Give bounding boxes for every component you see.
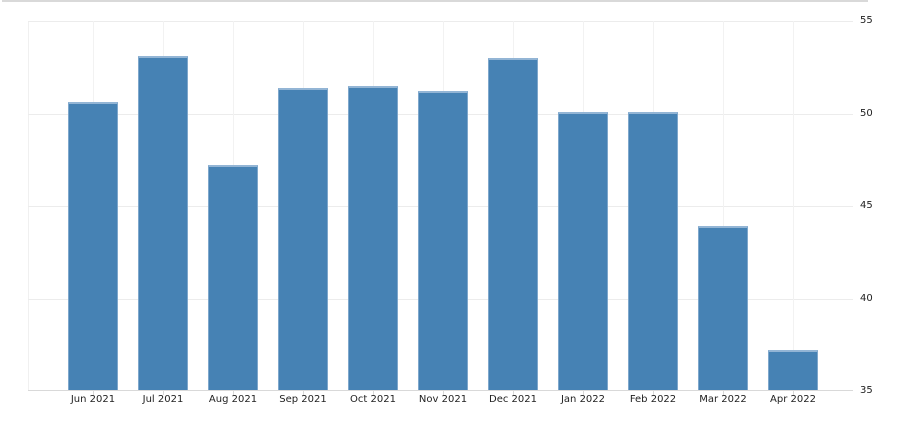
x-axis-label-nov-2021: Nov 2021 bbox=[418, 394, 468, 405]
plot-area bbox=[28, 21, 853, 391]
y-axis-label-35: 35 bbox=[860, 385, 873, 396]
x-axis-tick-jan-2022 bbox=[583, 391, 584, 395]
y-axis-label-40: 40 bbox=[860, 292, 873, 304]
bar-aug-2021[interactable] bbox=[208, 165, 258, 391]
x-axis-line bbox=[28, 390, 853, 391]
x-axis-label-jan-2022: Jan 2022 bbox=[560, 394, 606, 405]
x-axis-label-jun-2021: Jun 2021 bbox=[70, 394, 116, 405]
x-axis-label-sep-2021: Sep 2021 bbox=[279, 394, 327, 405]
bar-nov-2021[interactable] bbox=[418, 91, 468, 391]
bar-jan-2022[interactable] bbox=[558, 112, 608, 391]
top-border bbox=[2, 0, 868, 2]
bar-mar-2022[interactable] bbox=[698, 226, 748, 391]
bar-dec-2021[interactable] bbox=[488, 58, 538, 391]
x-axis-tick-mar-2022 bbox=[723, 391, 724, 395]
y-axis-label-55: 55 bbox=[860, 15, 873, 26]
bar-jul-2021[interactable] bbox=[138, 56, 188, 391]
x-axis-label-aug-2021: Aug 2021 bbox=[208, 394, 258, 405]
v-gridline-mar-2022 bbox=[723, 21, 724, 391]
x-axis-tick-feb-2022 bbox=[653, 391, 654, 395]
x-axis-label-jul-2021: Jul 2021 bbox=[142, 394, 184, 405]
x-axis-tick-dec-2021 bbox=[513, 391, 514, 395]
bar-sep-2021[interactable] bbox=[278, 88, 328, 391]
x-axis-label-mar-2022: Mar 2022 bbox=[699, 394, 747, 405]
v-gridline-apr-2022 bbox=[793, 21, 794, 391]
x-axis-tick-apr-2022 bbox=[793, 391, 794, 395]
bar-jun-2021[interactable] bbox=[68, 102, 118, 391]
x-axis-tick-nov-2021 bbox=[443, 391, 444, 395]
x-axis-tick-aug-2021 bbox=[233, 391, 234, 395]
x-axis-tick-jul-2021 bbox=[163, 391, 164, 395]
x-axis-tick-oct-2021 bbox=[373, 391, 374, 395]
bar-apr-2022[interactable] bbox=[768, 350, 818, 391]
bar-oct-2021[interactable] bbox=[348, 86, 398, 391]
x-axis-label-dec-2021: Dec 2021 bbox=[489, 394, 537, 405]
y-axis-label-45: 45 bbox=[860, 200, 873, 211]
y-axis-label-50: 50 bbox=[860, 107, 873, 119]
x-axis-label-oct-2021: Oct 2021 bbox=[350, 394, 396, 405]
x-axis-tick-sep-2021 bbox=[303, 391, 304, 395]
x-axis-label-feb-2022: Feb 2022 bbox=[629, 394, 677, 405]
bar-feb-2022[interactable] bbox=[628, 112, 678, 391]
x-axis-tick-jun-2021 bbox=[93, 391, 94, 395]
h-gridline-55 bbox=[28, 21, 853, 22]
x-axis-label-apr-2022: Apr 2022 bbox=[770, 394, 816, 405]
